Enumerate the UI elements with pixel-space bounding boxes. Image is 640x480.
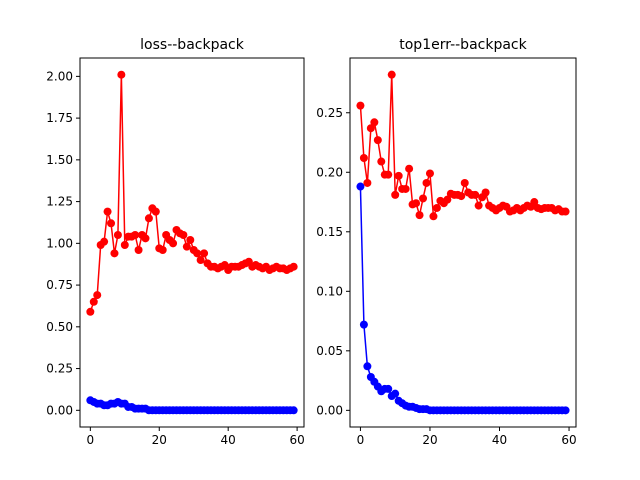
top1err-red-point [384,170,393,179]
top1err-red-point [359,153,368,162]
loss-red-point [158,246,167,255]
top1err-blue-line [359,186,566,412]
top1err-subplot: top1err--backpack 0 20 40 60 0.00 0.05 0.10 0.1… [316,37,576,447]
loss-red-point [144,214,153,223]
loss-red-point [131,230,140,239]
top1err-y-tick-label: 0.05 [316,344,343,358]
loss-red-point [186,236,195,244]
top1err-red-point [471,190,480,199]
loss-red-point [113,230,122,239]
top1err-red-point [429,212,438,221]
loss-y-tick-label: 1.75 [46,111,73,125]
top1err-red-point [363,178,372,187]
loss-tick-layer: 0 20 40 60 0.00 0.25 0.50 0.75 1.00 1.25 1.50 1.75 2… [46,69,304,447]
top1err-red-point [391,190,400,199]
loss-red-point [141,234,150,243]
loss-red-point [193,249,202,258]
top1err-axes-frame [349,57,577,428]
loss-y-tick-label: 1.50 [46,153,73,167]
loss-red-point [134,246,143,255]
loss-series-layer [86,70,298,415]
loss-subplot: loss--backpack 0 20 40 60 0.00 0.25 0.50 0.75 1.… [46,37,304,447]
loss-red-point [182,242,191,251]
loss-red-point [89,297,98,306]
top1err-y-tick-label: 0.20 [316,165,343,179]
top1err-red-point [377,157,386,166]
top1err-red-point [425,169,434,178]
top1err-red-point [366,124,375,133]
loss-red-point [107,219,116,228]
loss-y-tick-label: 1.25 [46,195,73,209]
loss-red-point [86,307,95,316]
top1err-chart-title: top1err--backpack [399,37,527,53]
loss-red-point [196,256,205,265]
loss-red-line [89,74,294,313]
top1err-blue-point [363,362,372,371]
loss-chart-title: loss--backpack [140,37,245,53]
top1err-series-layer [356,70,570,415]
top1err-red-point [474,201,483,210]
top1err-y-tick-label: 0.10 [316,284,343,298]
top1err-red-point [530,198,539,207]
top1err-blue-point [384,384,393,393]
top1err-y-tick-label: 0.00 [316,403,343,417]
loss-y-tick-label: 1.00 [46,236,73,250]
loss-red-point [110,249,119,258]
top1err-x-tick-label: 20 [422,433,437,447]
top1err-red-point [422,178,431,187]
top1err-tick-layer: 0 20 40 60 0.00 0.05 0.10 0.15 0.20 0.25 [316,106,576,447]
top1err-red-point [481,188,490,197]
top1err-red-point [460,178,469,187]
loss-y-tick-label: 2.00 [46,69,73,83]
top1err-red-point [412,199,421,208]
loss-series-blue [86,396,298,415]
loss-series-red [86,70,298,316]
top1err-blue-point [391,389,400,398]
top1err-x-tick-label: 0 [357,433,365,447]
loss-x-tick-label: 20 [152,433,167,447]
top1err-red-point [415,211,424,220]
loss-x-tick-label: 60 [289,433,304,447]
top1err-red-point [443,195,452,204]
top1err-red-point [419,194,428,203]
loss-red-point [200,249,209,258]
loss-y-tick-label: 0.75 [46,278,73,292]
top1err-series-red [356,70,570,221]
top1err-blue-point [561,406,570,415]
loss-y-tick-label: 0.50 [46,320,73,334]
top1err-red-point [356,101,365,110]
top1err-red-point [387,70,396,79]
top1err-red-point [394,171,403,180]
loss-red-point [169,239,178,248]
top1err-red-point [457,192,466,201]
top1err-x-tick-label: 40 [492,433,507,447]
top1err-x-tick-label: 60 [561,433,576,447]
top1err-red-point [370,118,379,127]
loss-axes-frame [79,57,305,428]
top1err-red-point [561,207,570,216]
top1err-red-point [401,184,410,193]
loss-red-point [179,230,188,239]
loss-x-tick-label: 40 [221,433,236,447]
top1err-series-blue [356,182,570,415]
loss-y-tick-label: 0.00 [46,403,73,417]
loss-y-tick-label: 0.25 [46,362,73,376]
top1err-blue-point [356,182,365,191]
loss-red-point [289,262,298,271]
loss-blue-point [289,406,298,415]
loss-red-point [93,291,102,300]
top1err-blue-point [359,320,368,329]
loss-red-point [103,207,112,216]
loss-red-point [151,207,160,216]
loss-red-point [100,237,109,246]
top1err-red-point [405,164,414,173]
loss-red-point [120,241,129,249]
loss-red-point [117,70,126,79]
top1err-red-point [373,136,382,145]
loss-x-tick-label: 0 [87,433,95,447]
top1err-red-point [432,203,441,212]
top1err-y-tick-label: 0.15 [316,225,343,239]
top1err-y-tick-label: 0.25 [316,106,343,120]
